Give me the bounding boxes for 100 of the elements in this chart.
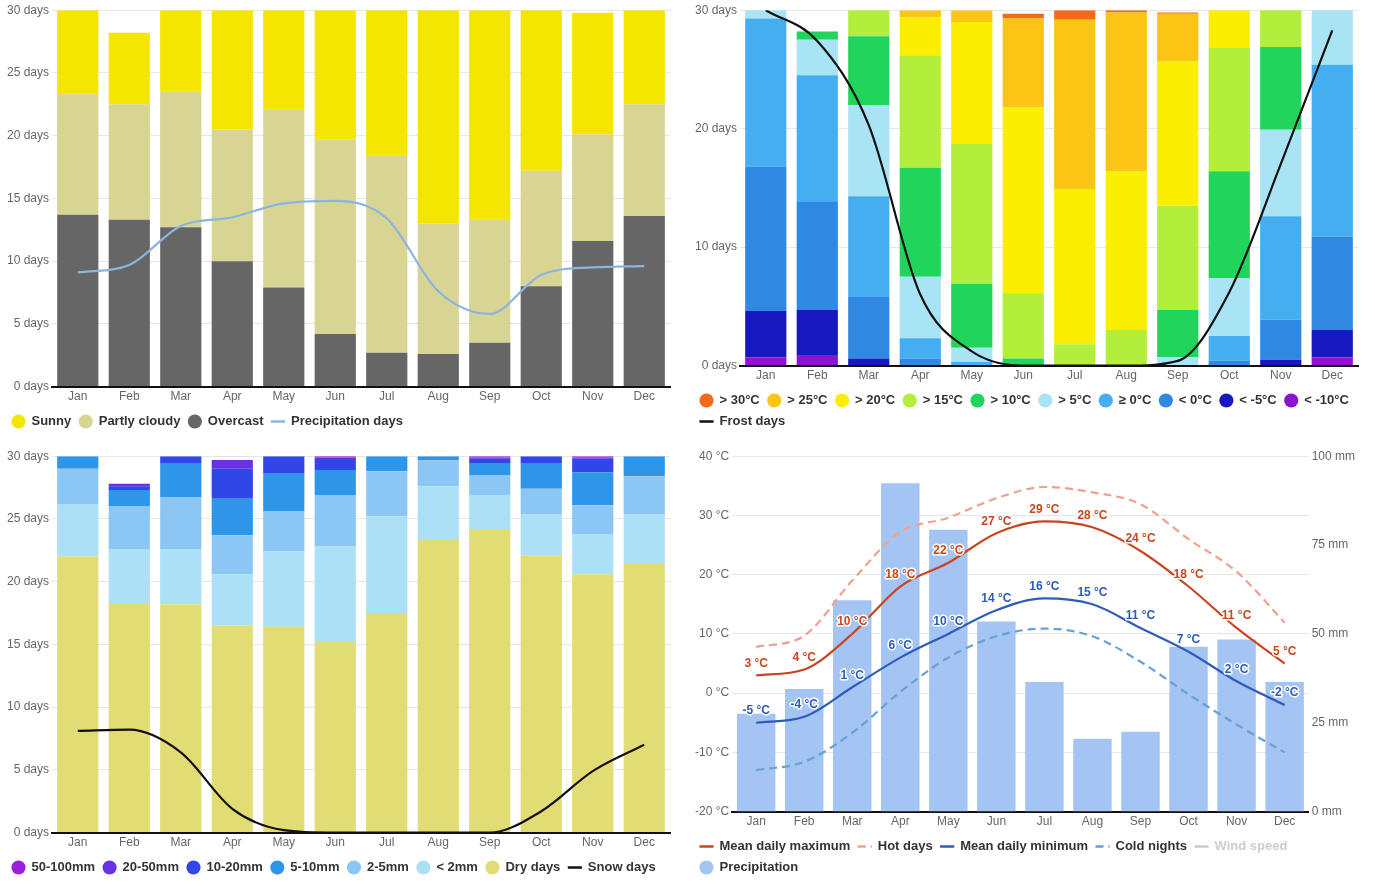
data-label: 4 °C: [792, 649, 817, 664]
y-tick-label: 0 °C: [705, 685, 730, 700]
y-tick-label: 30 °C: [698, 507, 730, 522]
legend-label: Snow days: [587, 859, 656, 875]
legend-label: ≥ 0°C: [1118, 392, 1152, 408]
x-tick-label: Feb: [118, 389, 140, 404]
y-tick-label: 20 days: [7, 573, 50, 588]
y-tick-label: 15 days: [7, 190, 50, 205]
x-tick-label: Jun: [325, 835, 345, 850]
x-tick-label: Nov: [1270, 368, 1292, 383]
x-tick-label: Feb: [806, 368, 828, 383]
legend-label: < -5°C: [1239, 392, 1278, 408]
x-tick-label: Oct: [1179, 814, 1199, 829]
legend-label: Precipitation: [719, 859, 799, 875]
y-tick-label: -10 °C: [694, 744, 730, 759]
x-tick-label: Aug: [427, 389, 449, 404]
y-tick-label: 20 °C: [698, 566, 730, 581]
y-tick-label: 5 days: [13, 762, 50, 777]
y2-tick-label: 0 mm: [1311, 803, 1342, 818]
x-tick-label: Jun: [986, 814, 1007, 829]
data-label: -5 °C: [742, 703, 771, 718]
data-label: 2 °C: [1224, 661, 1249, 676]
legend-label: 5-10mm: [290, 859, 340, 875]
data-label: 18 °C: [1173, 566, 1204, 581]
x-tick-label: Mar: [841, 814, 863, 829]
data-label: 28 °C: [1077, 507, 1108, 522]
x-tick-label: Oct: [1219, 368, 1240, 383]
legend-label: 50-100mm: [31, 859, 96, 875]
legend-label: 2-5mm: [366, 859, 409, 875]
y-tick-label: 30 days: [695, 2, 738, 17]
legend-label: 10-20mm: [206, 859, 263, 875]
x-tick-label: May: [937, 814, 960, 829]
x-tick-label: Aug: [1115, 368, 1137, 383]
legend-label: < -10°C: [1304, 392, 1350, 408]
data-label: 5 °C: [1272, 643, 1297, 658]
x-tick-label: Apr: [890, 814, 910, 829]
data-label: 11 °C: [1125, 608, 1156, 623]
x-tick-label: Jul: [379, 389, 395, 404]
legend-label: Dry days: [505, 859, 561, 875]
data-label: 10 °C: [933, 614, 964, 629]
y2-tick-label: 25 mm: [1311, 715, 1349, 730]
x-tick-label: Sep: [479, 835, 501, 850]
data-label: -2 °C: [1270, 685, 1299, 700]
legend-label: Mean daily maximum: [719, 838, 851, 854]
legend-label: 20-50mm: [122, 859, 179, 875]
y-tick-label: 0 days: [701, 357, 738, 372]
legend-label: Frost days: [719, 413, 786, 429]
x-tick-label: Aug: [1081, 814, 1104, 829]
y-tick-label: 25 days: [7, 65, 50, 80]
legend-label: Precipitation days: [291, 413, 403, 429]
y2-tick-label: 100 mm: [1311, 448, 1356, 463]
y-tick-label: 0 days: [13, 824, 50, 839]
x-tick-label: Sep: [479, 389, 501, 404]
data-label: 16 °C: [1029, 578, 1060, 593]
x-tick-label: Jan: [756, 368, 776, 383]
legend-label: > 20°C: [855, 392, 896, 408]
data-label: 29 °C: [1029, 501, 1060, 516]
y-tick-label: 25 days: [7, 511, 50, 526]
legend-label: Mean daily minimum: [960, 838, 1089, 854]
y-tick-label: 20 days: [695, 120, 738, 135]
legend-label: Cold nights: [1115, 838, 1188, 854]
data-label: 1 °C: [840, 667, 865, 682]
x-tick-label: May: [272, 835, 296, 850]
y2-tick-label: 50 mm: [1311, 626, 1349, 641]
legend-label: < 0°C: [1178, 392, 1213, 408]
x-tick-label: Nov: [1225, 814, 1248, 829]
data-label: 3 °C: [744, 655, 769, 670]
x-tick-label: Sep: [1167, 368, 1189, 383]
x-tick-label: Jul: [1067, 368, 1083, 383]
y-tick-label: 10 days: [7, 253, 50, 268]
x-tick-label: Dec: [633, 835, 655, 850]
x-tick-label: May: [272, 389, 296, 404]
x-tick-label: Jul: [1036, 814, 1053, 829]
x-tick-label: Mar: [170, 835, 192, 850]
data-label: 6 °C: [888, 637, 913, 652]
x-tick-label: Mar: [170, 389, 192, 404]
x-tick-label: Oct: [531, 835, 552, 850]
x-tick-label: Dec: [1321, 368, 1343, 383]
legend-label: Hot days: [877, 838, 933, 854]
x-tick-label: Apr: [222, 835, 242, 850]
x-tick-label: Feb: [793, 814, 815, 829]
x-tick-label: Oct: [531, 389, 552, 404]
y-tick-label: -20 °C: [694, 803, 730, 818]
x-tick-label: Dec: [1273, 814, 1296, 829]
x-tick-label: Jan: [68, 389, 88, 404]
x-tick-label: Apr: [910, 368, 930, 383]
y-tick-label: 0 days: [13, 378, 50, 393]
x-tick-label: Mar: [858, 368, 880, 383]
x-tick-label: Apr: [222, 389, 242, 404]
legend-label: > 30°C: [719, 392, 761, 408]
data-label: -4 °C: [790, 697, 819, 712]
x-tick-label: Jun: [1013, 368, 1033, 383]
x-tick-label: Nov: [582, 389, 604, 404]
data-label: 11 °C: [1221, 608, 1252, 623]
x-tick-label: Sep: [1129, 814, 1152, 829]
data-label: 18 °C: [885, 566, 916, 581]
y-tick-label: 20 days: [7, 127, 50, 142]
x-tick-label: Aug: [427, 835, 449, 850]
legend-label: Sunny: [31, 413, 72, 429]
y-tick-label: 40 °C: [698, 448, 730, 463]
